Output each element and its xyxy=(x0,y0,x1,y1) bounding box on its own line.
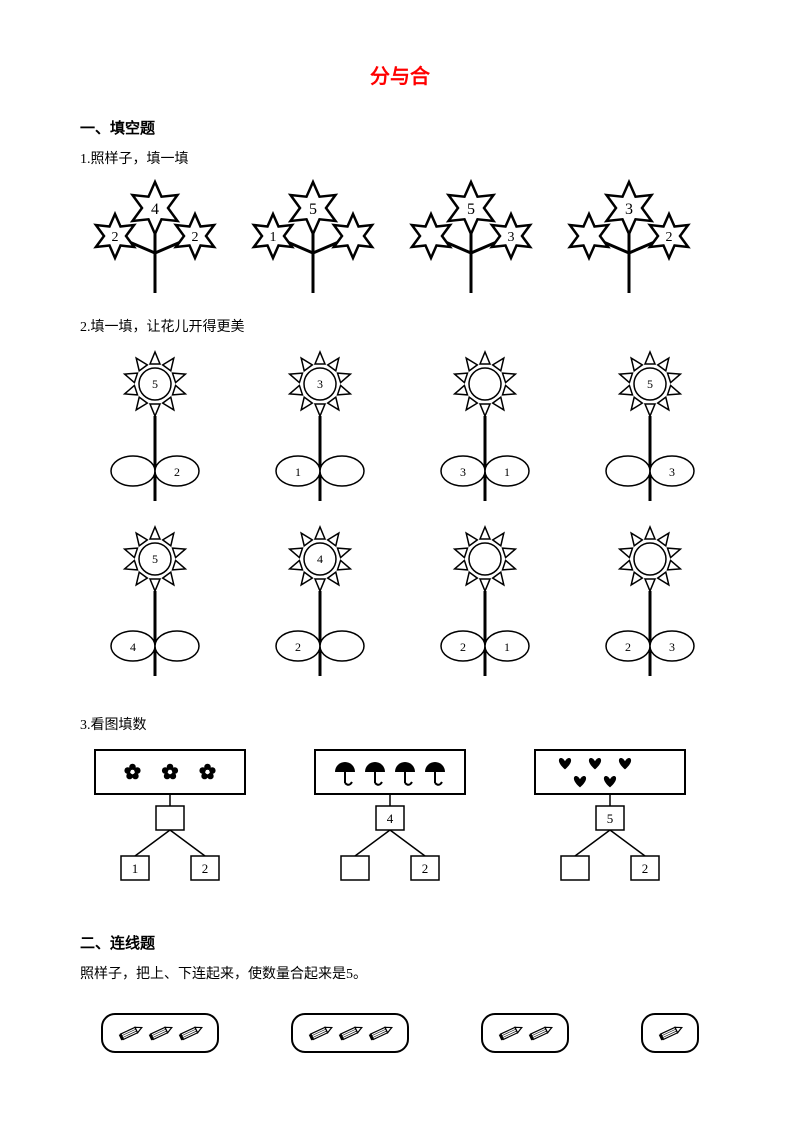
card-problems-row: 1 2 4 2 5 xyxy=(80,744,720,914)
svg-text:2: 2 xyxy=(192,230,199,245)
card-problem: 1 2 xyxy=(80,744,260,914)
svg-text:5: 5 xyxy=(647,377,653,391)
card-problem: 5 2 xyxy=(520,744,700,914)
pencil-icon xyxy=(527,1023,553,1043)
pencil-icon xyxy=(177,1023,203,1043)
svg-text:2: 2 xyxy=(460,640,466,654)
svg-text:1: 1 xyxy=(504,640,510,654)
svg-text:2: 2 xyxy=(666,230,673,245)
svg-text:3: 3 xyxy=(508,230,515,245)
section-2-instruction: 照样子，把上、下连起来，使数量合起来是5。 xyxy=(80,963,720,983)
svg-text:5: 5 xyxy=(152,377,158,391)
svg-text:2: 2 xyxy=(422,861,429,876)
pencil-group xyxy=(481,1013,569,1053)
section-2-heading: 二、连线题 xyxy=(80,932,720,953)
svg-text:2: 2 xyxy=(295,640,301,654)
card-problem: 4 2 xyxy=(300,744,480,914)
svg-text:5: 5 xyxy=(607,811,614,826)
svg-text:2: 2 xyxy=(642,861,649,876)
pencil-icon xyxy=(117,1023,143,1043)
page-title: 分与合 xyxy=(80,60,720,89)
sunflower: 2 1 xyxy=(430,521,540,686)
sunflower: 3 1 xyxy=(265,346,375,511)
svg-text:1: 1 xyxy=(295,465,301,479)
sunflower: 5 3 xyxy=(595,346,705,511)
svg-text:1: 1 xyxy=(270,230,277,245)
sunflower: 4 2 xyxy=(265,521,375,686)
sunflower: 5 2 xyxy=(100,346,210,511)
svg-text:2: 2 xyxy=(112,230,119,245)
sunflower-row-2: 5 4 4 2 2 1 2 3 xyxy=(100,521,720,686)
leaf-plant: 5 3 xyxy=(396,178,546,298)
svg-text:5: 5 xyxy=(309,201,317,218)
svg-text:3: 3 xyxy=(460,465,466,479)
pencil-group xyxy=(101,1013,219,1053)
svg-text:2: 2 xyxy=(625,640,631,654)
pencil-group xyxy=(641,1013,699,1053)
svg-text:1: 1 xyxy=(132,861,139,876)
worksheet-page: 分与合 一、填空题 1.照样子，填一填 4 2 2 5 1 5 3 xyxy=(0,0,800,1111)
section-1-heading: 一、填空题 xyxy=(80,117,720,138)
pencil-icon xyxy=(337,1023,363,1043)
svg-text:3: 3 xyxy=(669,640,675,654)
svg-text:3: 3 xyxy=(317,377,323,391)
pencil-icon xyxy=(307,1023,333,1043)
leaf-plants-row: 4 2 2 5 1 5 3 3 2 xyxy=(80,178,720,298)
sunflower: 2 3 xyxy=(595,521,705,686)
pencil-icon xyxy=(497,1023,523,1043)
leaf-plant: 4 2 2 xyxy=(80,178,230,298)
pencil-icon xyxy=(367,1023,393,1043)
pencil-group xyxy=(291,1013,409,1053)
question-3-text: 3.看图填数 xyxy=(80,714,720,734)
leaf-plant: 3 2 xyxy=(554,178,704,298)
sunflower-row-1: 5 2 3 1 3 1 5 3 xyxy=(100,346,720,511)
svg-text:3: 3 xyxy=(669,465,675,479)
pencil-icon xyxy=(657,1023,683,1043)
svg-text:4: 4 xyxy=(317,552,323,566)
svg-text:2: 2 xyxy=(174,465,180,479)
svg-text:4: 4 xyxy=(130,640,136,654)
svg-text:5: 5 xyxy=(152,552,158,566)
leaf-plant: 5 1 xyxy=(238,178,388,298)
sunflower: 5 4 xyxy=(100,521,210,686)
pencil-boxes-row xyxy=(80,1013,720,1053)
svg-text:1: 1 xyxy=(504,465,510,479)
svg-text:3: 3 xyxy=(625,201,633,218)
sunflower: 3 1 xyxy=(430,346,540,511)
question-1-text: 1.照样子，填一填 xyxy=(80,148,720,168)
svg-text:4: 4 xyxy=(151,201,159,218)
svg-text:5: 5 xyxy=(467,201,475,218)
question-2-text: 2.填一填，让花儿开得更美 xyxy=(80,316,720,336)
svg-text:2: 2 xyxy=(202,861,209,876)
pencil-icon xyxy=(147,1023,173,1043)
svg-text:4: 4 xyxy=(387,811,394,826)
